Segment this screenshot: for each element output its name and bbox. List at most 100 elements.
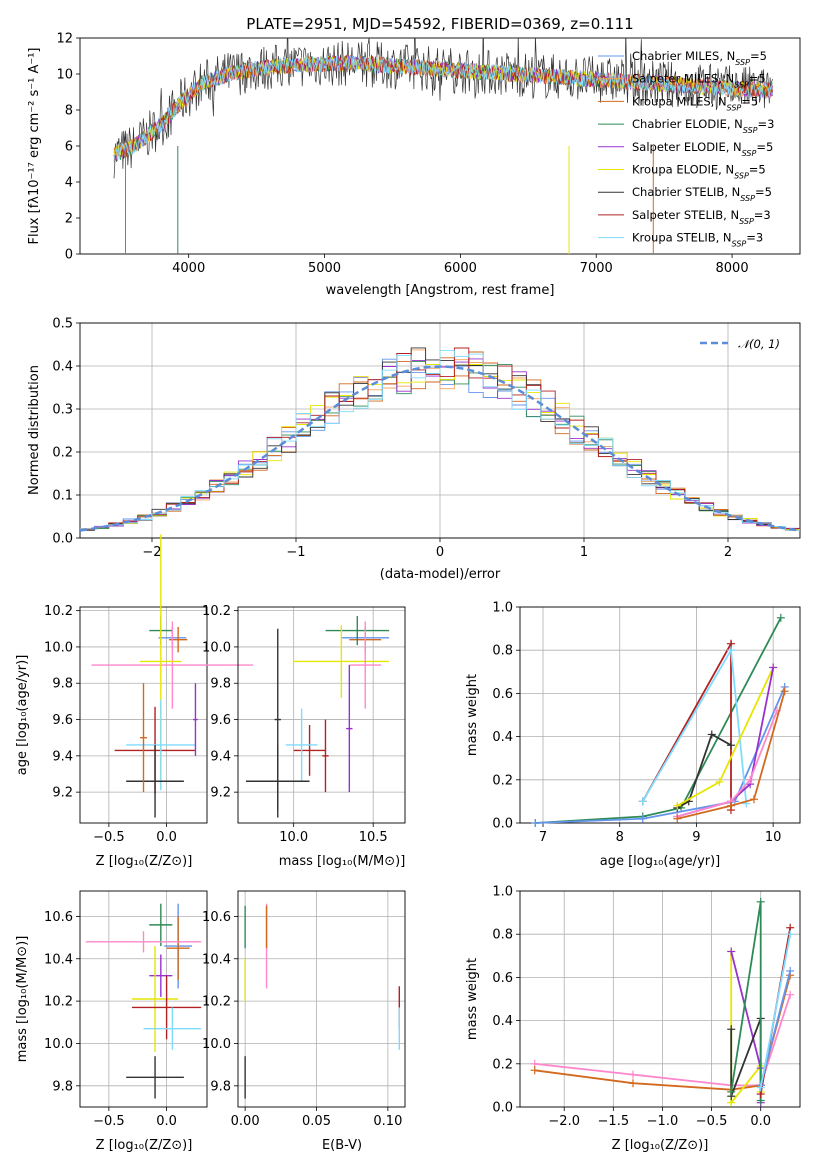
- x-axis-label: age [log₁₀(age/yr)]: [600, 854, 721, 869]
- y-tick-label: 10.0: [44, 640, 73, 655]
- x-tick-label: −1.5: [598, 1114, 630, 1129]
- y-tick-label: 0.8: [492, 644, 513, 659]
- plot-frame: [237, 606, 406, 824]
- y-axis-label: Flux [fλ10⁻¹⁷ erg cm⁻² s⁻¹ A⁻¹]: [27, 48, 42, 245]
- x-tick-label: 0.0: [156, 830, 177, 845]
- y-tick-label: 0.0: [492, 1101, 513, 1116]
- chart-title: PLATE=2951, MJD=54592, FIBERID=0369, z=0…: [246, 15, 633, 33]
- y-tick-label: 0.2: [492, 773, 513, 788]
- mass-weight-line: [730, 951, 762, 1106]
- x-tick-label: −0.5: [93, 1114, 125, 1129]
- y-tick-label: 8: [65, 104, 73, 119]
- y-tick-label: 10.0: [202, 1037, 231, 1052]
- y-tick-label: 9.8: [52, 1079, 73, 1094]
- mass-weight-line: [535, 686, 786, 824]
- x-tick-label: −2.0: [548, 1114, 580, 1129]
- x-tick-label: 8000: [716, 261, 749, 276]
- x-tick-label: 0.00: [231, 1114, 260, 1129]
- plot-frame: [519, 890, 801, 1108]
- mass-weight-line: [730, 951, 762, 1103]
- y-tick-label: 10.2: [44, 604, 73, 619]
- y-tick-label: 10.4: [44, 952, 73, 967]
- y-tick-label: 4: [65, 176, 73, 191]
- y-tick-label: 9.6: [52, 713, 73, 728]
- y-tick-label: 2: [65, 212, 73, 227]
- y-axis-label: Normed distribution: [27, 365, 42, 495]
- x-tick-label: 0.0: [156, 1114, 177, 1129]
- legend-label: Salpeter MILES, NSSP=5: [632, 72, 766, 90]
- y-tick-label: 0: [65, 248, 73, 263]
- z-mass-panel: Z [log₁₀(Z/Z⊙)] mass [log₁₀(M/M⊙)] −0.5 0…: [15, 890, 208, 1153]
- mass-weight-line: [535, 617, 782, 824]
- y-axis-label: age [log₁₀(age/yr)]: [15, 655, 30, 776]
- x-tick-label: 9: [692, 830, 700, 845]
- z-age-panel: Z [log₁₀(Z/Z⊙)] age [log₁₀(age/yr)] −0.5…: [15, 534, 254, 869]
- plot-frame: [79, 890, 208, 1108]
- y-axis-label: mass weight: [465, 674, 480, 756]
- spectrum-panel: PLATE=2951, MJD=54592, FIBERID=0369, z=0…: [27, 15, 801, 298]
- y-tick-label: 9.2: [52, 786, 73, 801]
- y-axis-label: mass [log₁₀(M/M⊙)]: [15, 936, 30, 1063]
- y-tick-label: 0.4: [492, 1014, 513, 1029]
- y-tick-label: 0.0: [492, 817, 513, 832]
- y-tick-label: 10.0: [202, 640, 231, 655]
- x-axis-label: Z [log₁₀(Z/Z⊙)]: [612, 1138, 709, 1153]
- x-axis-label: wavelength [Angstrom, rest frame]: [326, 283, 555, 298]
- mass-age-panel: mass [log₁₀(M/M⊙)] 10.0 10.5 9.2 9.4 9.6 9.8 1…: [202, 604, 406, 869]
- y-tick-label: 0.2: [52, 446, 73, 461]
- y-tick-label: 12: [56, 32, 73, 47]
- y-tick-label: 9.6: [210, 713, 231, 728]
- y-tick-label: 0.4: [52, 360, 73, 375]
- x-tick-label: 0.10: [373, 1114, 402, 1129]
- y-tick-label: 9.4: [52, 749, 73, 764]
- y-tick-label: 10.2: [44, 995, 73, 1010]
- x-tick-label: 10.5: [359, 830, 388, 845]
- y-tick-label: 0.1: [52, 489, 73, 504]
- x-tick-label: −2: [142, 545, 161, 560]
- x-tick-label: 5000: [308, 261, 341, 276]
- x-tick-label: 0.05: [302, 1114, 331, 1129]
- legend-label: 𝒩(0, 1): [738, 337, 780, 351]
- age-massweight-panel: age [log₁₀(age/yr)] mass weight 7 8 9 10 0.0…: [465, 601, 801, 869]
- x-axis-label: E(B-V): [322, 1138, 362, 1153]
- histogram-series: [80, 347, 800, 530]
- x-axis-label: Z [log₁₀(Z/Z⊙)]: [96, 1138, 193, 1153]
- x-axis-label: (data-model)/error: [380, 567, 501, 582]
- x-tick-label: 10: [765, 830, 782, 845]
- legend-label: Salpeter STELIB, NSSP=3: [632, 208, 771, 226]
- spectrum-series-line: [113, 55, 773, 162]
- y-tick-label: 0.4: [492, 730, 513, 745]
- y-tick-label: 10.6: [202, 910, 231, 925]
- y-tick-label: 9.8: [210, 677, 231, 692]
- mass-weight-line: [759, 934, 792, 1088]
- spectrum-series-line: [113, 55, 773, 163]
- plot-frame: [519, 606, 801, 824]
- y-tick-label: 0.0: [52, 532, 73, 547]
- y-tick-label: 0.6: [492, 971, 513, 986]
- y-tick-label: 10.6: [44, 910, 73, 925]
- y-tick-label: 9.4: [210, 749, 231, 764]
- plot-frame: [79, 37, 801, 255]
- legend-label: Chabrier MILES, NSSP=5: [632, 49, 767, 67]
- y-tick-label: 10.2: [202, 995, 231, 1010]
- x-tick-label: −0.5: [696, 1114, 728, 1129]
- legend-label: Chabrier STELIB, NSSP=5: [632, 185, 772, 203]
- y-tick-label: 0.6: [492, 687, 513, 702]
- legend-label: Chabrier ELODIE, NSSP=3: [632, 117, 774, 135]
- y-tick-label: 0.2: [492, 1057, 513, 1072]
- ebv-mass-panel: E(B-V) 0.00 0.05 0.10 9.8 10.0 10.2 10.4 10.6: [202, 890, 406, 1153]
- y-tick-label: 10.2: [202, 604, 231, 619]
- y-tick-label: 10.0: [44, 1037, 73, 1052]
- y-tick-label: 9.8: [52, 677, 73, 692]
- y-tick-label: 6: [65, 140, 73, 155]
- y-tick-label: 9.2: [210, 786, 231, 801]
- mass-weight-line: [677, 690, 786, 820]
- gaussian-curve: [79, 365, 801, 532]
- x-tick-label: −1: [286, 545, 305, 560]
- x-tick-label: 2: [724, 545, 732, 560]
- x-axis-label: mass [log₁₀(M/M⊙)]: [279, 854, 406, 869]
- legend-label: Kroupa STELIB, NSSP=3: [632, 231, 763, 249]
- x-tick-label: 10.0: [279, 830, 308, 845]
- z-massweight-panel: Z [log₁₀(Z/Z⊙)] mass weight −2.0 −1.5 −1.0…: [465, 885, 801, 1153]
